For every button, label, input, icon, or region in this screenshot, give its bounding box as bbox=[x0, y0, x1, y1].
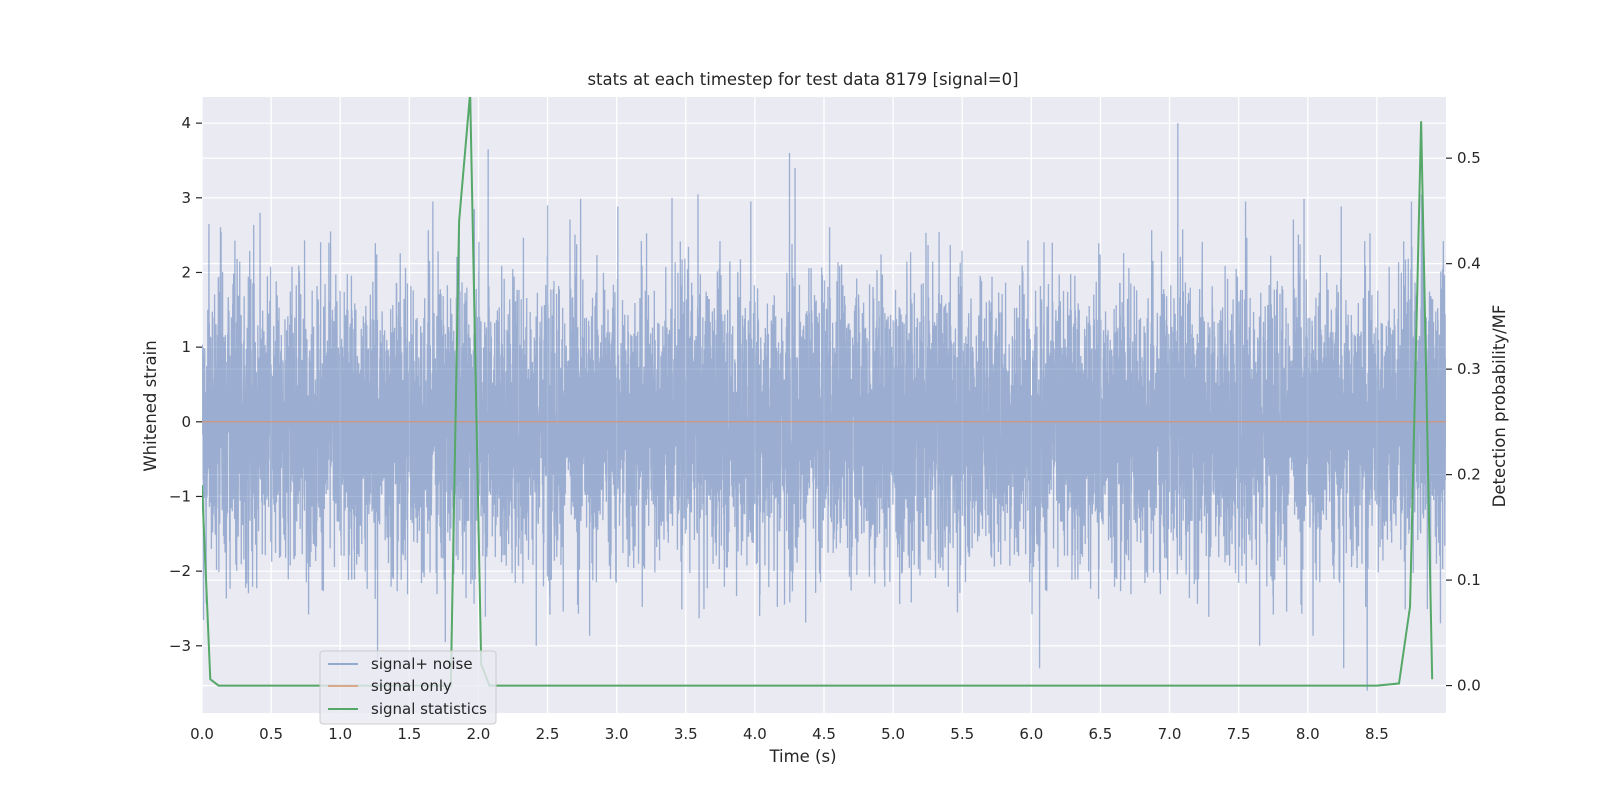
legend-label-signal-noise: signal+ noise bbox=[371, 655, 473, 673]
chart-title: stats at each timestep for test data 817… bbox=[587, 70, 1018, 89]
x-tick-label: 0.0 bbox=[190, 725, 214, 743]
y2-tick-label: 0.5 bbox=[1457, 149, 1481, 167]
y-tick-label: 4 bbox=[181, 114, 191, 132]
x-tick-label: 5.5 bbox=[950, 725, 974, 743]
legend-box bbox=[319, 650, 497, 725]
x-tick-label: 3.0 bbox=[605, 725, 629, 743]
y2-tick-label: 0.0 bbox=[1457, 677, 1481, 695]
y-tick-label: 1 bbox=[181, 338, 191, 356]
y-axis-label: Whitened strain bbox=[141, 340, 160, 471]
y2-tick-label: 0.4 bbox=[1457, 255, 1481, 273]
legend-label-signal-only: signal only bbox=[371, 677, 452, 695]
x-tick-label: 0.5 bbox=[259, 725, 283, 743]
x-tick-label: 3.5 bbox=[674, 725, 698, 743]
legend: signal+ noise signal only signal statist… bbox=[319, 650, 497, 725]
x-ticks: 0.0 0.5 1.0 1.5 2.0 2.5 3.0 3.5 4.0 4.5 5.0 5.5 6.0 6… bbox=[190, 725, 1389, 743]
x-tick-label: 2.5 bbox=[536, 725, 560, 743]
x-tick-label: 2.0 bbox=[467, 725, 491, 743]
y-tick-label: −1 bbox=[169, 487, 191, 505]
x-tick-label: 4.5 bbox=[812, 725, 836, 743]
series-signal-statistics bbox=[202, 97, 1434, 687]
x-tick-label: 6.5 bbox=[1089, 725, 1113, 743]
y2-tick-label: 0.1 bbox=[1457, 571, 1481, 589]
plot-area bbox=[201, 97, 1446, 713]
y-tick-label: 2 bbox=[181, 263, 191, 281]
x-tick-label: 6.0 bbox=[1019, 725, 1043, 743]
x-tick-label: 7.0 bbox=[1158, 725, 1182, 743]
x-axis-label: Time (s) bbox=[768, 747, 836, 766]
x-tick-label: 8.0 bbox=[1296, 725, 1320, 743]
y2-axis-label: Detection probability/MF bbox=[1490, 305, 1509, 508]
y-tick-label: −3 bbox=[169, 637, 191, 655]
series-signal-noise bbox=[202, 123, 1446, 691]
y2-tick-label: 0.2 bbox=[1457, 466, 1481, 484]
x-tick-label: 8.5 bbox=[1365, 725, 1389, 743]
y2-ticks: 0.0 0.1 0.2 0.3 0.4 0.5 bbox=[1446, 149, 1481, 695]
y-tick-label: 0 bbox=[181, 413, 191, 431]
x-tick-label: 5.0 bbox=[881, 725, 905, 743]
y-ticks: −3 −2 −1 0 1 2 3 4 bbox=[169, 114, 202, 655]
y-tick-label: −2 bbox=[169, 562, 191, 580]
x-tick-label: 1.0 bbox=[328, 725, 352, 743]
legend-label-signal-statistics: signal statistics bbox=[371, 700, 487, 718]
y2-tick-label: 0.3 bbox=[1457, 360, 1481, 378]
x-tick-label: 7.5 bbox=[1227, 725, 1251, 743]
x-tick-label: 4.0 bbox=[743, 725, 767, 743]
y-tick-label: 3 bbox=[181, 189, 191, 207]
x-tick-label: 1.5 bbox=[397, 725, 421, 743]
